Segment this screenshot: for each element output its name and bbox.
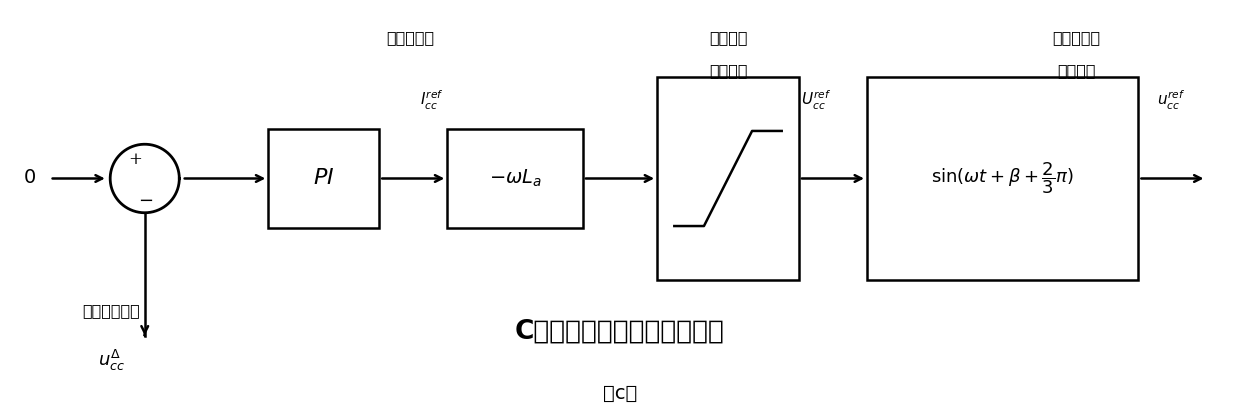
Bar [448,129,583,228]
Text: 参考幅值: 参考幅值 [709,64,748,78]
Text: $-\omega L_a$: $-\omega L_a$ [489,168,542,189]
Bar [268,129,379,228]
Text: −: − [139,192,154,210]
Text: 环流压降: 环流压降 [709,31,748,45]
Text: $0$: $0$ [24,170,36,187]
Text: $I_{cc}^{ref}$: $I_{cc}^{ref}$ [420,89,444,112]
Text: C相正序基频环流注入控制环: C相正序基频环流注入控制环 [515,318,725,344]
Text: 电容电压偏差: 电容电压偏差 [83,303,140,318]
Bar [867,77,1138,280]
Text: 附加调制电: 附加调制电 [1053,31,1101,45]
Text: $u_{cc}^{\Delta}$: $u_{cc}^{\Delta}$ [98,348,125,373]
Text: 环流参考值: 环流参考值 [386,31,434,45]
Text: （c）: （c） [603,384,637,403]
Text: +: + [128,151,141,168]
Text: $\sin(\omega t+\beta+\dfrac{2}{3}\pi)$: $\sin(\omega t+\beta+\dfrac{2}{3}\pi)$ [931,160,1074,197]
Bar [657,77,799,280]
Text: $U_{cc}^{ref}$: $U_{cc}^{ref}$ [801,89,832,112]
Text: 压参考值: 压参考值 [1058,64,1096,78]
Text: $u_{cc}^{ref}$: $u_{cc}^{ref}$ [1157,89,1185,112]
Text: $PI$: $PI$ [312,168,335,189]
